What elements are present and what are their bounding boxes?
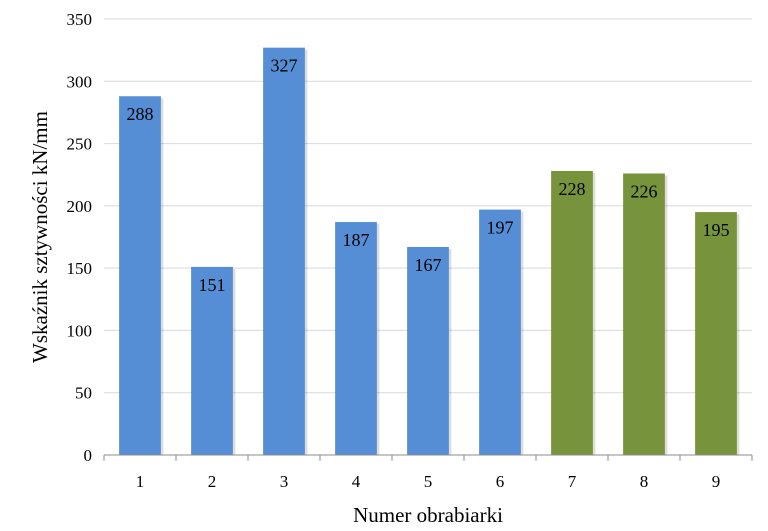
x-tick-label: 1 xyxy=(136,472,145,491)
y-tick-label: 50 xyxy=(75,384,92,403)
bar xyxy=(623,173,665,455)
data-label: 327 xyxy=(271,56,298,76)
x-tick-label: 6 xyxy=(496,472,505,491)
bar xyxy=(263,47,305,455)
x-tick-label: 7 xyxy=(568,472,577,491)
data-label: 226 xyxy=(631,181,658,201)
x-axis xyxy=(103,454,753,461)
data-labels: 288 151 327 187 167 197 228 226 195 xyxy=(127,56,730,295)
x-axis-title: Numer obrabiarki xyxy=(353,503,503,527)
y-tick-label: 200 xyxy=(67,197,93,216)
data-label: 197 xyxy=(487,218,514,238)
data-label: 195 xyxy=(703,220,730,240)
bars xyxy=(119,47,740,455)
data-label: 288 xyxy=(127,104,154,124)
bar xyxy=(551,170,593,455)
bar xyxy=(407,246,449,455)
x-tick-label: 2 xyxy=(208,472,217,491)
bar xyxy=(119,96,161,455)
data-label: 228 xyxy=(559,179,586,199)
y-tick-labels: 0 50 100 150 200 250 300 350 xyxy=(67,10,93,465)
bar xyxy=(191,266,233,455)
data-label: 187 xyxy=(343,230,370,250)
y-tick-label: 150 xyxy=(67,259,93,278)
y-axis-title: Wskaźnik sztywności kN/mm xyxy=(28,111,52,363)
bar xyxy=(335,222,377,455)
y-tick-label: 300 xyxy=(67,72,93,91)
x-tick-labels: 1 2 3 4 5 6 7 8 9 xyxy=(136,472,721,491)
x-tick-label: 9 xyxy=(712,472,721,491)
x-tick-label: 8 xyxy=(640,472,649,491)
x-tick-label: 5 xyxy=(424,472,433,491)
bar xyxy=(695,212,737,455)
y-tick-label: 100 xyxy=(67,321,93,340)
data-label: 151 xyxy=(199,275,226,295)
x-tick-label: 3 xyxy=(280,472,289,491)
x-tick-label: 4 xyxy=(352,472,361,491)
y-tick-label: 0 xyxy=(84,446,93,465)
bar xyxy=(479,209,521,455)
y-tick-label: 350 xyxy=(67,10,93,29)
data-label: 167 xyxy=(415,255,442,275)
y-tick-label: 250 xyxy=(67,135,93,154)
